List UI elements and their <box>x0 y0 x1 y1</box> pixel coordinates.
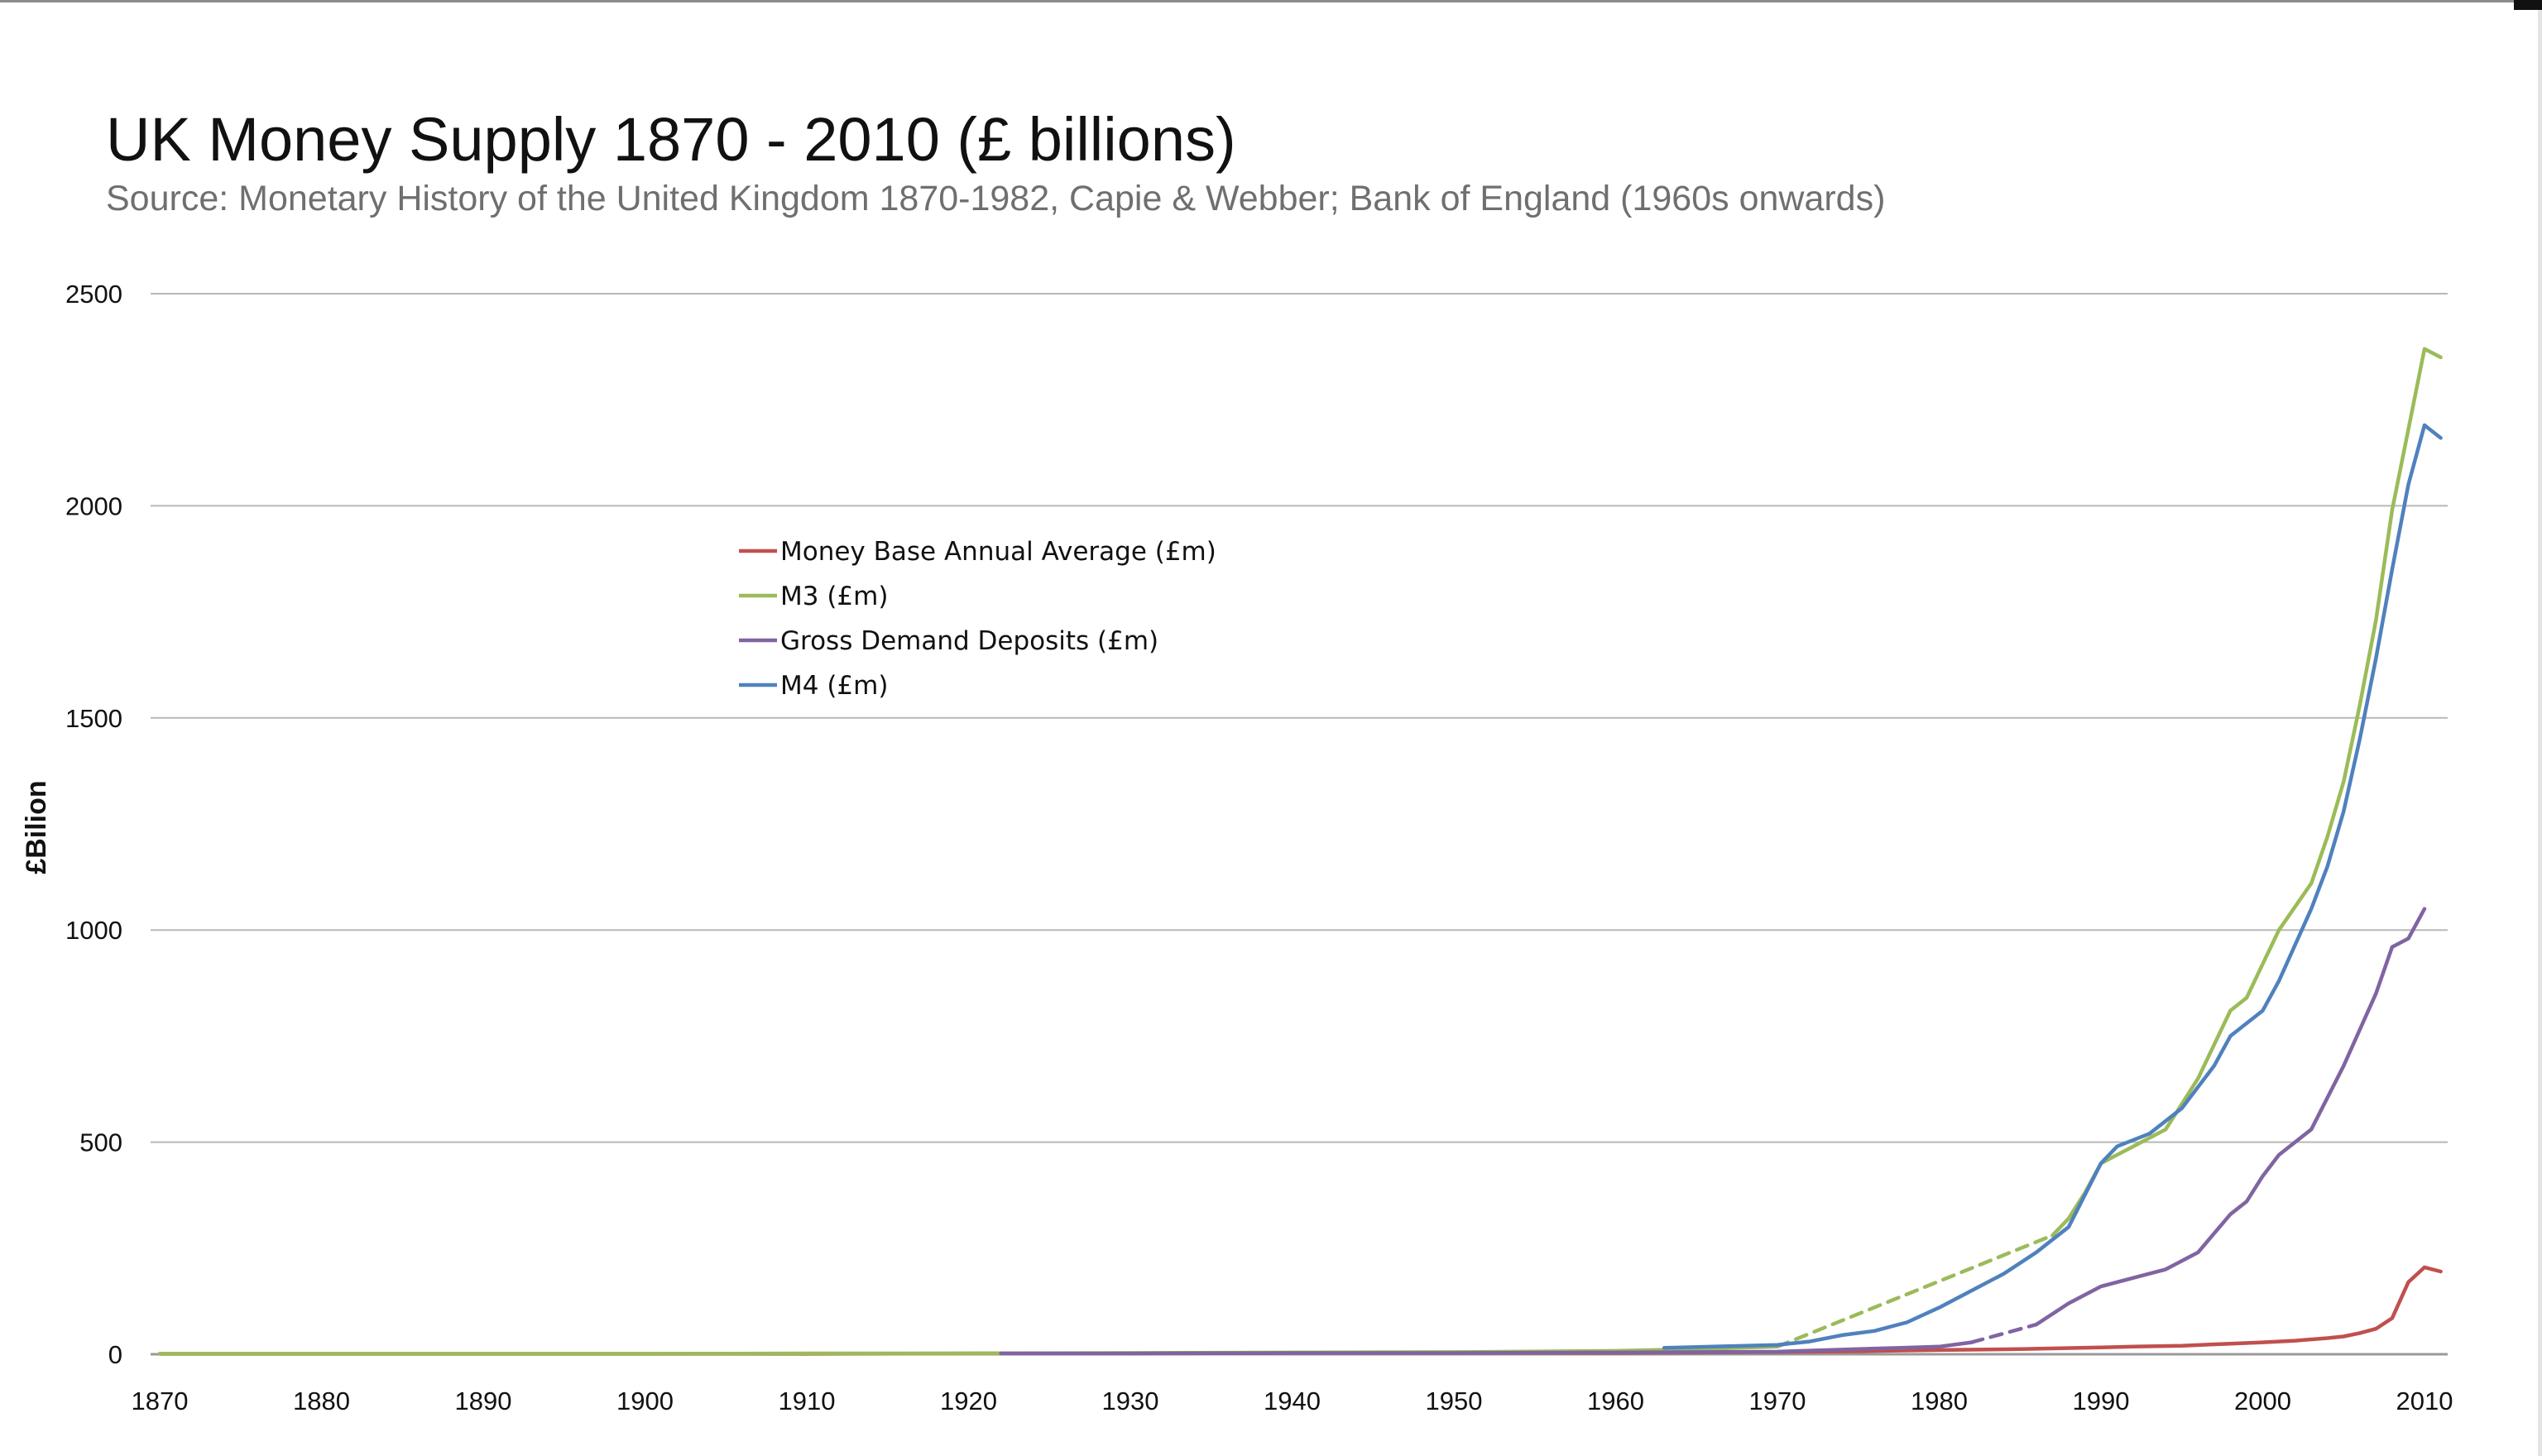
legend: Money Base Annual Average (£m) M3 (£m) Gro… <box>739 537 1216 701</box>
x-tick-label: 1930 <box>1102 1387 1159 1415</box>
series-line-1-segment-2 <box>2050 347 2443 1238</box>
legend-item: Money Base Annual Average (£m) <box>739 537 1216 567</box>
x-tick-label: 2000 <box>2234 1387 2291 1415</box>
y-tick-label: 500 <box>79 1128 122 1157</box>
y-tick-label: 0 <box>108 1340 122 1369</box>
y-tick-label: 2000 <box>65 491 122 520</box>
series-0 <box>157 1265 2443 1356</box>
right-border <box>2538 10 2542 1456</box>
series-line-3-segment-0 <box>1662 423 2443 1350</box>
corner-mark <box>2514 0 2542 10</box>
series-2 <box>999 907 2427 1356</box>
legend-label: M4 (£m) <box>780 671 888 701</box>
series-line-0-segment-0 <box>157 1265 2443 1356</box>
series-line-2-segment-2 <box>2034 907 2427 1327</box>
series-line-2-segment-1 <box>1969 1322 2039 1344</box>
legend-label: M3 (£m) <box>780 582 888 611</box>
x-tick-label: 1970 <box>1749 1387 1806 1415</box>
x-tick-label: 1950 <box>1426 1387 1483 1415</box>
x-tick-label: 1940 <box>1264 1387 1321 1415</box>
y-tick-label: 1500 <box>65 704 122 733</box>
series-line-2-segment-0 <box>999 1340 1974 1356</box>
y-tick-label: 1000 <box>65 916 122 945</box>
y-tick-label: 2500 <box>65 280 122 309</box>
y-axis-label: £Bilion <box>21 780 52 874</box>
series-line-1-segment-1 <box>1775 1233 2055 1349</box>
chart-subtitle: Source: Monetary History of the United K… <box>106 179 1886 218</box>
y-axis-ticks: 0 500 1000 1500 2000 2500 <box>65 280 122 1369</box>
series-1 <box>157 347 2443 1356</box>
legend-item: M4 (£m) <box>739 671 888 701</box>
series-3 <box>1662 423 2443 1350</box>
legend-label: Gross Demand Deposits (£m) <box>780 626 1158 656</box>
top-border <box>0 0 2516 2</box>
legend-item: Gross Demand Deposits (£m) <box>739 626 1158 656</box>
series-lines <box>157 347 2443 1356</box>
legend-label: Money Base Annual Average (£m) <box>780 537 1216 567</box>
gridlines <box>151 293 2448 1356</box>
x-tick-label: 1920 <box>940 1387 997 1415</box>
x-tick-label: 1880 <box>293 1387 350 1415</box>
legend-item: M3 (£m) <box>739 582 888 611</box>
x-tick-label: 2010 <box>2396 1387 2453 1415</box>
x-tick-label: 1900 <box>616 1387 674 1415</box>
x-axis-ticks: 1870 1880 1890 1900 1910 1920 1930 1940 1950 1960… <box>132 1387 2453 1415</box>
x-tick-label: 1890 <box>455 1387 512 1415</box>
x-tick-label: 1910 <box>779 1387 836 1415</box>
x-tick-label: 1870 <box>132 1387 189 1415</box>
x-tick-label: 1990 <box>2073 1387 2130 1415</box>
chart-title: UK Money Supply 1870 - 2010 (£ billions) <box>106 105 1236 174</box>
x-tick-label: 1980 <box>1911 1387 1968 1415</box>
x-tick-label: 1960 <box>1587 1387 1644 1415</box>
